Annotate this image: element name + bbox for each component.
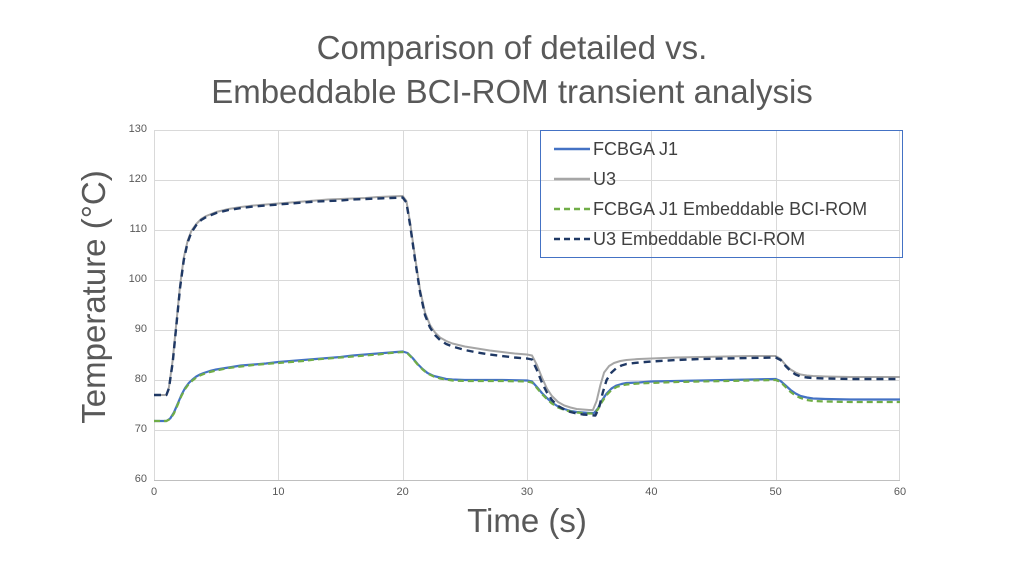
y-tick-label: 90	[134, 323, 147, 335]
x-tick-label: 20	[396, 486, 409, 498]
x-tick-label: 50	[769, 486, 782, 498]
legend-label: U3	[593, 168, 617, 189]
legend-line-sample	[554, 207, 590, 211]
legend-item-1: U3	[553, 169, 902, 190]
legend-line-sample	[554, 177, 590, 181]
chart-title-line-2: Embeddable BCI-ROM transient analysis	[211, 73, 813, 110]
series-line-3	[154, 196, 900, 417]
legend-item-2: FCBGA J1 Embeddable BCI-ROM	[553, 199, 902, 220]
legend-label: U3 Embeddable BCI-ROM	[593, 228, 806, 249]
legend-item-3: U3 Embeddable BCI-ROM	[553, 229, 902, 250]
legend-label: FCBGA J1 Embeddable BCI-ROM	[593, 198, 868, 219]
y-tick-label: 100	[128, 273, 147, 285]
legend-line-sample	[554, 237, 590, 241]
x-tick-label: 30	[520, 486, 534, 498]
y-tick-label: 110	[129, 223, 147, 235]
legend-label: FCBGA J1	[593, 138, 679, 159]
legend-line-sample	[554, 147, 590, 151]
y-tick-label: 120	[128, 173, 147, 185]
y-tick-label: 70	[134, 423, 147, 435]
legend: FCBGA J1 U3 FCBGA J1 Embeddable BCI-ROM U3 …	[540, 130, 903, 258]
x-axis-title: Time (s)	[467, 502, 587, 539]
y-tick-label: 130	[128, 123, 147, 135]
x-tick-label: 40	[645, 486, 658, 498]
series-line-2	[154, 350, 900, 423]
chart-title: Comparison of detailed vs. Embeddable BC…	[0, 26, 1024, 114]
legend-item-0: FCBGA J1	[553, 139, 902, 160]
y-tick-label: 60	[134, 473, 147, 485]
x-tick-label: 10	[272, 486, 285, 498]
x-tick-label: 0	[150, 486, 158, 498]
chart-title-line-1: Comparison of detailed vs.	[316, 29, 708, 66]
x-tick-label: 60	[893, 486, 907, 498]
plot-area	[154, 130, 900, 481]
y-tick-label: 80	[134, 373, 147, 385]
